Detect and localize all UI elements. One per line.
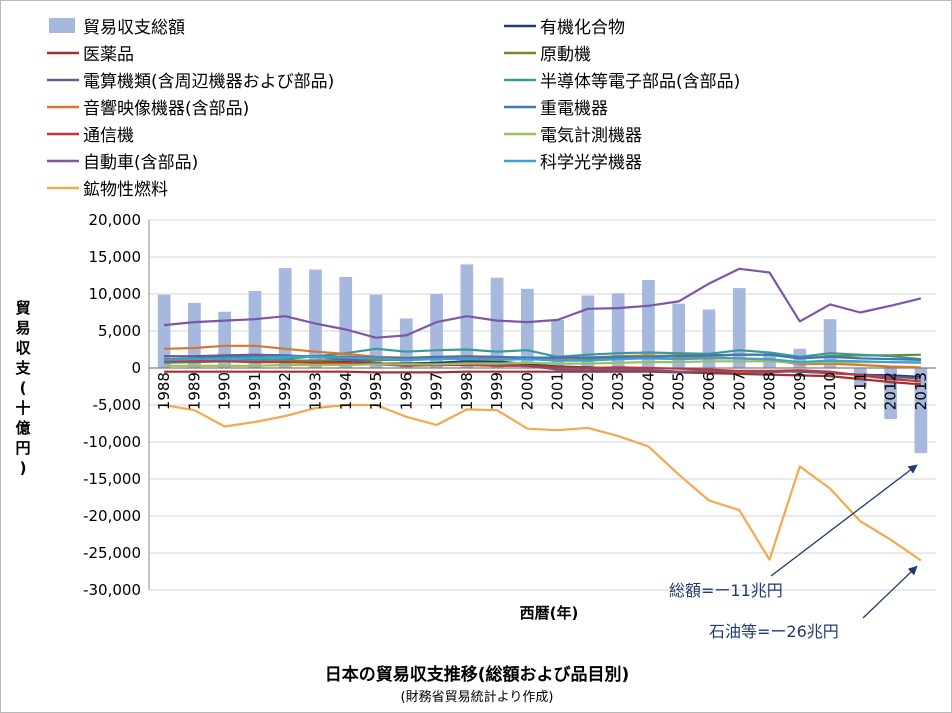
series-line-11	[164, 355, 921, 364]
bar-total-2000	[521, 288, 534, 368]
annotation-arrow	[770, 464, 918, 577]
annotation-text: 総額=ー11兆円	[669, 581, 783, 600]
series-line-2	[164, 370, 921, 386]
bar-total-1993	[309, 269, 322, 368]
x-tick-label: 1994	[337, 372, 355, 410]
y-tick-label: -25,000	[83, 544, 141, 562]
legend-label: 科学光学機器	[540, 153, 642, 173]
x-tick-label: 2013	[912, 372, 930, 410]
annotation-text: 石油等=ー26兆円	[709, 622, 839, 641]
x-tick-label: 1993	[306, 372, 324, 410]
x-tick-label: 2006	[700, 372, 718, 410]
legend-label: 通信機	[83, 126, 134, 146]
x-tick-label: 2005	[670, 372, 688, 410]
y-tick-label: 5,000	[98, 322, 141, 340]
x-tick-label: 1999	[488, 372, 506, 410]
bar-total-1989	[188, 302, 201, 368]
chart-title: 日本の貿易収支推移(総額および品目別)	[325, 664, 630, 685]
x-tick-label: 2004	[639, 372, 657, 410]
x-tick-label: 2003	[609, 372, 627, 410]
bar-total-2013	[914, 368, 928, 454]
bar-total-1999	[490, 277, 504, 368]
axes: 20,000 15,000 10,000 5,000 0 -5,000 -10,000 -15…	[83, 211, 930, 599]
legend-label: 重電機器	[540, 99, 608, 119]
y-tick-label: -15,000	[83, 470, 141, 488]
x-tick-label: 2007	[730, 372, 748, 410]
bar-total-2011	[853, 368, 867, 387]
bar-total-1994	[339, 276, 353, 368]
x-tick-label: 2000	[518, 372, 536, 410]
y-axis-label: 貿易収支(十億円)	[14, 299, 31, 477]
legend-label: 自動車(含部品)	[83, 153, 198, 173]
series-line-12	[163, 403, 922, 562]
y-tick-label: 0	[131, 359, 141, 377]
x-tick-label: 1997	[428, 372, 446, 410]
bar-total-1996	[399, 318, 413, 368]
x-tick-label: 2008	[761, 372, 779, 410]
legend-swatch-bar	[49, 18, 75, 33]
bar-total-2005	[672, 303, 686, 368]
bar-total-2002	[581, 295, 595, 368]
y-tick-label: 20,000	[89, 211, 142, 229]
annotation-arrow	[862, 565, 918, 619]
x-tick-label: 2002	[579, 372, 597, 410]
bar-total-1991	[248, 291, 262, 368]
legend-label: 貿易収支総額	[83, 18, 185, 38]
x-tick-label: 2011	[851, 372, 869, 410]
series-line-8	[164, 360, 921, 383]
y-tick-label: -5,000	[93, 396, 141, 414]
y-tick-label: 10,000	[89, 285, 142, 303]
x-tick-label: 2010	[821, 372, 839, 410]
series-line-5	[164, 347, 922, 364]
x-tick-label: 1992	[276, 372, 294, 410]
y-tick-label: -30,000	[83, 581, 141, 599]
y-tick-label: 15,000	[89, 248, 142, 266]
x-tick-label: 1996	[397, 372, 415, 410]
legend-label: 電気計測機器	[540, 126, 642, 146]
x-tick-label: 1991	[246, 372, 264, 410]
legend-label: 半導体等電子部品(含部品)	[540, 72, 740, 92]
x-tick-label: 2009	[791, 372, 809, 410]
gridlines	[149, 219, 936, 591]
line-series	[163, 267, 922, 562]
y-tick-label: -10,000	[83, 433, 141, 451]
legend-label: 鉱物性燃料	[83, 180, 168, 200]
legend-label: 電算機類(含周辺機器および部品)	[83, 72, 334, 92]
legend-label: 原動機	[540, 45, 591, 65]
x-tick-label: 1988	[155, 372, 173, 410]
series-line-10	[163, 267, 922, 339]
x-tick-label: 2001	[549, 372, 567, 410]
x-tick-label: 1995	[367, 372, 385, 410]
bar-total-1990	[218, 311, 232, 368]
x-tick-label: 1989	[185, 372, 203, 410]
legend-label: 医薬品	[83, 45, 134, 65]
x-tick-label: 1998	[458, 372, 476, 410]
y-tick-label: -20,000	[83, 507, 141, 525]
chart-subtitle: (財務省貿易統計より作成)	[401, 689, 554, 705]
x-tick-label: 1990	[216, 372, 234, 410]
bar-total-2003	[611, 293, 625, 368]
legend-label: 音響映像機器(含部品)	[83, 99, 249, 119]
x-axis-label: 西暦(年)	[520, 604, 579, 622]
bar-total-1992	[278, 268, 292, 368]
x-tick-label: 2012	[882, 372, 900, 410]
bar-total-2007	[732, 288, 746, 368]
legend-label: 有機化合物	[540, 18, 625, 38]
bar-total-2004	[642, 279, 655, 368]
